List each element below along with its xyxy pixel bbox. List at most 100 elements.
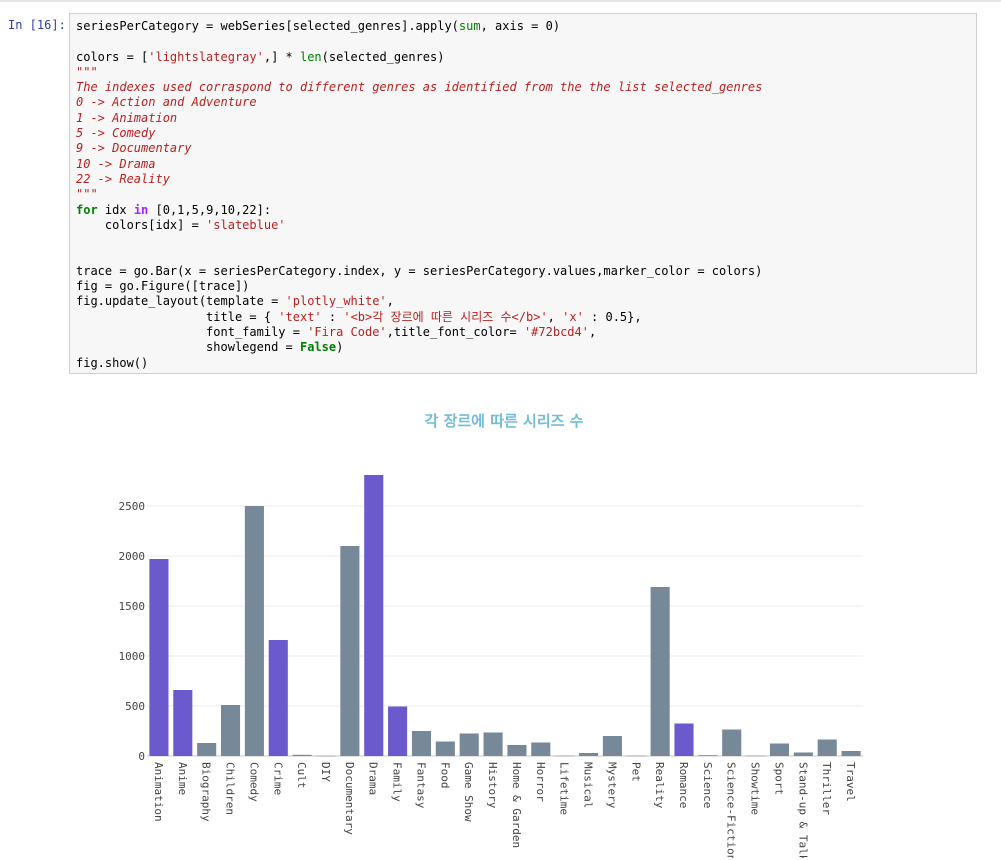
- y-tick-label: 500: [125, 700, 145, 713]
- x-tick-label: Children: [224, 762, 237, 815]
- code-line: """: [76, 65, 98, 79]
- x-tick-label: Documentary: [343, 762, 356, 835]
- bar-sport: [769, 743, 790, 756]
- code-token: , axis = 0): [480, 19, 561, 33]
- code-token: 5 -> Comedy: [76, 126, 156, 141]
- bar-diy: [316, 755, 336, 757]
- x-tick-label: Romance: [677, 762, 690, 808]
- x-tick-label: DIY: [319, 762, 332, 782]
- code-token: (selected_genres): [321, 49, 445, 64]
- code-token: 0 -> Action and Adventure: [76, 95, 257, 110]
- x-tick-label: Sport: [772, 762, 785, 795]
- bar-mystery: [602, 736, 622, 756]
- code-line: for idx in [0,1,5,9,10,22]:: [76, 203, 271, 217]
- bar-science: [698, 755, 718, 756]
- x-tick-label: Lifetime: [558, 762, 571, 815]
- code-token: :: [321, 309, 344, 324]
- code-token: ,: [547, 309, 563, 324]
- code-line: 22 -> Reality: [76, 172, 170, 186]
- y-tick-label: 1500: [119, 600, 146, 613]
- bar-romance: [674, 723, 694, 756]
- code-line: showlegend = False): [76, 340, 343, 354]
- code-token: ,] *: [263, 49, 300, 64]
- bar-pet: [626, 755, 646, 757]
- code-token: [0,1,5,9,10,22]:: [148, 202, 272, 217]
- code-token: ,title_font_color=: [386, 324, 524, 339]
- bar-science-fiction: [722, 729, 742, 756]
- code-line: fig.show(): [76, 356, 148, 370]
- bar-anime: [173, 690, 193, 756]
- x-tick-label: Cult: [295, 762, 308, 789]
- x-tick-label: Anime: [176, 762, 189, 795]
- x-tick-label: Drama: [367, 762, 380, 795]
- bar-thriller: [817, 739, 837, 756]
- code-token: : 0.5},: [583, 309, 642, 324]
- code-cell-editor[interactable]: seriesPerCategory = webSeries[selected_g…: [69, 13, 977, 374]
- bar-fantasy: [411, 731, 432, 756]
- code-token: 'slateblue': [206, 217, 286, 232]
- code-token: """: [76, 64, 98, 79]
- code-token: """: [76, 187, 98, 202]
- code-token: showlegend =: [76, 340, 300, 355]
- code-token: 9 -> Documentary: [76, 141, 192, 156]
- x-tick-label: Pet: [629, 762, 642, 782]
- code-line: colors = ['lightslategray',] * len(selec…: [76, 50, 444, 64]
- bar-biography: [197, 743, 217, 756]
- bar-children: [220, 705, 241, 756]
- code-line: The indexes used corraspond to different…: [76, 80, 762, 94]
- code-line: trace = go.Bar(x = seriesPerCategory.ind…: [76, 264, 762, 278]
- code-line: """: [76, 187, 98, 201]
- y-tick-label: 1000: [119, 650, 146, 663]
- bar-crime: [268, 640, 288, 756]
- code-token: ,: [588, 324, 597, 339]
- code-token: 1 -> Animation: [76, 110, 178, 125]
- code-token: fig.update_layout(template =: [76, 294, 286, 309]
- x-tick-label: Animation: [152, 762, 165, 822]
- x-tick-label: Stand-up & Talk: [796, 762, 809, 858]
- bar-horror: [531, 742, 551, 756]
- x-tick-label: Musical: [582, 762, 595, 808]
- code-token: colors[idx] =: [76, 217, 207, 232]
- x-tick-label: Thriller: [820, 762, 833, 815]
- bar-drama: [364, 475, 384, 756]
- bar-cult: [292, 754, 312, 756]
- bar-food: [435, 741, 455, 756]
- x-tick-label: Science-Fiction: [725, 762, 738, 858]
- code-token: ): [336, 340, 344, 355]
- code-token: seriesPerCategory = webSeries[selected_g…: [76, 19, 459, 33]
- code-token: 'lightslategray': [148, 49, 264, 64]
- code-line: 1 -> Animation: [76, 111, 177, 125]
- code-text[interactable]: seriesPerCategory = webSeries[selected_g…: [76, 19, 762, 371]
- code-token: fig.show(): [76, 355, 149, 370]
- notebook-top-border: [0, 0, 1001, 2]
- code-line: fig.update_layout(template = 'plotly_whi…: [76, 294, 394, 308]
- x-tick-label: Biography: [200, 762, 213, 822]
- x-tick-label: Reality: [653, 762, 666, 809]
- bar-home-garden: [507, 745, 527, 756]
- code-line: 10 -> Drama: [76, 157, 155, 171]
- bar-reality: [650, 587, 670, 756]
- code-token: for: [76, 202, 98, 217]
- code-token: '#72bcd4': [523, 324, 589, 339]
- output-area: 0 500 1000 1500 2000 2500 Animation Anime Biogra…: [69, 388, 977, 858]
- code-line: seriesPerCategory = webSeries[selected_g…: [76, 19, 560, 33]
- code-line: fig = go.Figure([trace]): [76, 279, 249, 293]
- code-token: trace = go.Bar(x = seriesPerCategory.ind…: [76, 263, 763, 278]
- code-token: 22 -> Reality: [76, 171, 170, 186]
- code-line: 9 -> Documentary: [76, 141, 192, 155]
- code-token: colors = [: [76, 49, 149, 64]
- code-token: 10 -> Drama: [76, 156, 156, 171]
- cell-prompt: In [16]:: [8, 18, 66, 32]
- code-token: ,: [386, 294, 394, 309]
- code-token: in: [133, 202, 149, 217]
- code-line: 0 -> Action and Adventure: [76, 95, 257, 109]
- code-token: False: [299, 340, 337, 355]
- bar-showtime: [746, 755, 766, 757]
- x-tick-label: Mystery: [605, 762, 618, 809]
- bar-documentary: [340, 546, 360, 756]
- bar-animation: [149, 559, 169, 756]
- bar-chart: 0 500 1000 1500 2000 2500 Animation Anime Biogra…: [119, 475, 863, 858]
- code-token: 'text': [278, 309, 322, 324]
- bar-lifetime: [555, 755, 575, 757]
- bar-comedy: [244, 506, 264, 756]
